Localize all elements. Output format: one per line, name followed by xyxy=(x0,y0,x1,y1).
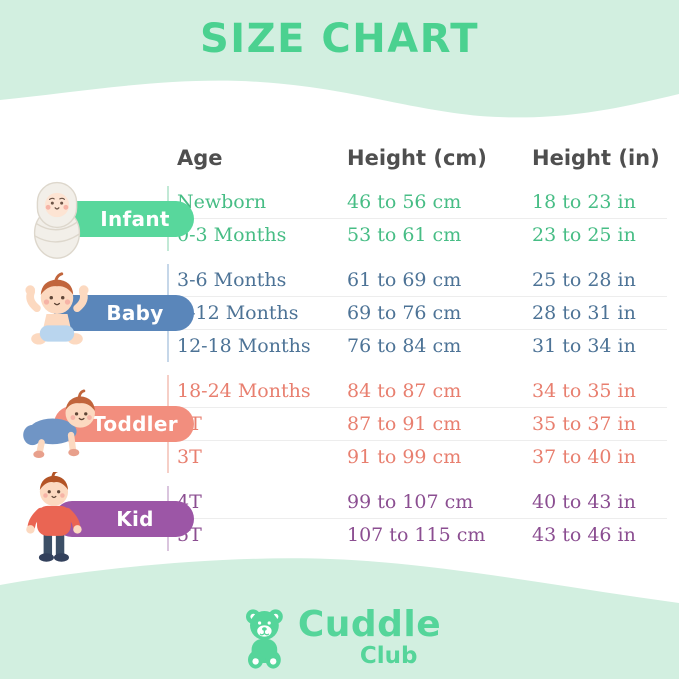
age-cell: 5T xyxy=(177,524,202,546)
height-in-cell: 18 to 23 in xyxy=(532,191,636,213)
table-row: 5T 107 to 115 cm 43 to 46 in xyxy=(177,518,667,551)
height-cm-cell: 91 to 99 cm xyxy=(347,446,462,468)
baby-label-area: Baby xyxy=(12,264,194,362)
height-cm-cell: 84 to 87 cm xyxy=(347,380,462,402)
table-row: 4T 99 to 107 cm 40 to 43 in xyxy=(177,486,667,518)
height-in-cell: 40 to 43 in xyxy=(532,491,636,513)
toddler-rows: 18-24 Months 84 to 87 cm 34 to 35 in 2T … xyxy=(167,375,667,473)
age-cell: Newborn xyxy=(177,191,267,213)
height-in-cell: 34 to 35 in xyxy=(532,380,636,402)
table-row: Newborn 46 to 56 cm 18 to 23 in xyxy=(177,186,667,218)
height-in-cell: 23 to 25 in xyxy=(532,224,636,246)
baby-rows: 3-6 Months 61 to 69 cm 25 to 28 in 6-12 … xyxy=(167,264,667,362)
table-row: 2T 87 to 91 cm 35 to 37 in xyxy=(177,407,667,440)
brand-name-sub: Club xyxy=(359,643,418,669)
top-wave-decoration xyxy=(0,0,679,118)
height-in-cell: 25 to 28 in xyxy=(532,269,636,291)
teddy-bear-icon xyxy=(245,609,283,669)
height-cm-cell: 61 to 69 cm xyxy=(347,269,462,291)
table-row: 6-12 Months 69 to 76 cm 28 to 31 in xyxy=(177,296,667,329)
page-title: SIZE CHART xyxy=(199,16,480,62)
height-in-cell: 43 to 46 in xyxy=(532,524,636,546)
table-row: 3-6 Months 61 to 69 cm 25 to 28 in xyxy=(177,264,667,296)
height-cm-cell: 46 to 56 cm xyxy=(347,191,462,213)
table-row: 18-24 Months 84 to 87 cm 34 to 35 in xyxy=(177,375,667,407)
header-height-cm: Height (cm) xyxy=(347,146,487,170)
height-in-cell: 31 to 34 in xyxy=(532,335,636,357)
height-in-cell: 37 to 40 in xyxy=(532,446,636,468)
table-row: 3T 91 to 99 cm 37 to 40 in xyxy=(177,440,667,473)
sitting-baby-illustration xyxy=(25,272,89,345)
size-group-toddler: Toddler 18-24 Months 84 to 87 cm 34 to 3… xyxy=(12,375,667,473)
kid-label-area: Kid xyxy=(12,471,194,562)
height-cm-cell: 76 to 84 cm xyxy=(347,335,462,357)
table-row: 0-3 Months 53 to 61 cm 23 to 25 in xyxy=(177,218,667,251)
size-group-infant: Infant Newborn 46 to 56 cm 18 to 23 in 0… xyxy=(12,181,667,259)
standing-kid-illustration xyxy=(26,471,82,562)
height-in-cell: 35 to 37 in xyxy=(532,413,636,435)
bottom-wave-decoration xyxy=(0,558,679,679)
table-row: 12-18 Months 76 to 84 cm 31 to 34 in xyxy=(177,329,667,362)
age-cell: 0-3 Months xyxy=(177,224,287,246)
size-group-kid: Kid 4T 99 to 107 cm 40 to 43 in 5T 107 t… xyxy=(12,471,667,562)
brand-name-main: Cuddle xyxy=(297,604,442,645)
height-cm-cell: 53 to 61 cm xyxy=(347,224,462,246)
age-cell: 6-12 Months xyxy=(177,302,299,324)
kid-rows: 4T 99 to 107 cm 40 to 43 in 5T 107 to 11… xyxy=(167,486,667,551)
infant-rows: Newborn 46 to 56 cm 18 to 23 in 0-3 Mont… xyxy=(167,186,667,251)
age-cell: 3-6 Months xyxy=(177,269,287,291)
header-height-in: Height (in) xyxy=(532,146,660,170)
brand-logo: Cuddle Club xyxy=(0,607,679,671)
age-cell: 3T xyxy=(177,446,202,468)
table-header-row: Age Height (cm) Height (in) xyxy=(177,146,667,170)
age-cell: 4T xyxy=(177,491,202,513)
height-cm-cell: 99 to 107 cm xyxy=(347,491,474,513)
baby-pill: Baby xyxy=(54,295,194,331)
age-cell: 2T xyxy=(177,413,347,435)
crawling-toddler-illustration xyxy=(23,389,95,459)
height-cm-cell: 107 to 115 cm xyxy=(347,524,486,546)
height-cm-cell: 87 to 91 cm xyxy=(347,413,462,435)
size-group-baby: Baby 3-6 Months 61 to 69 cm 25 to 28 in … xyxy=(12,264,667,362)
infant-label-area: Infant xyxy=(12,181,194,259)
size-table: Age Height (cm) Height (in) xyxy=(12,146,667,564)
age-cell: 12-18 Months xyxy=(177,335,311,357)
height-cm-cell: 69 to 76 cm xyxy=(347,302,462,324)
brand-name: Cuddle Club xyxy=(298,607,441,668)
age-cell: 18-24 Months xyxy=(177,380,311,402)
toddler-label-area: Toddler xyxy=(12,375,194,473)
header-age: Age xyxy=(177,146,223,170)
height-in-cell: 28 to 31 in xyxy=(532,302,636,324)
swaddled-infant-illustration xyxy=(33,181,81,259)
